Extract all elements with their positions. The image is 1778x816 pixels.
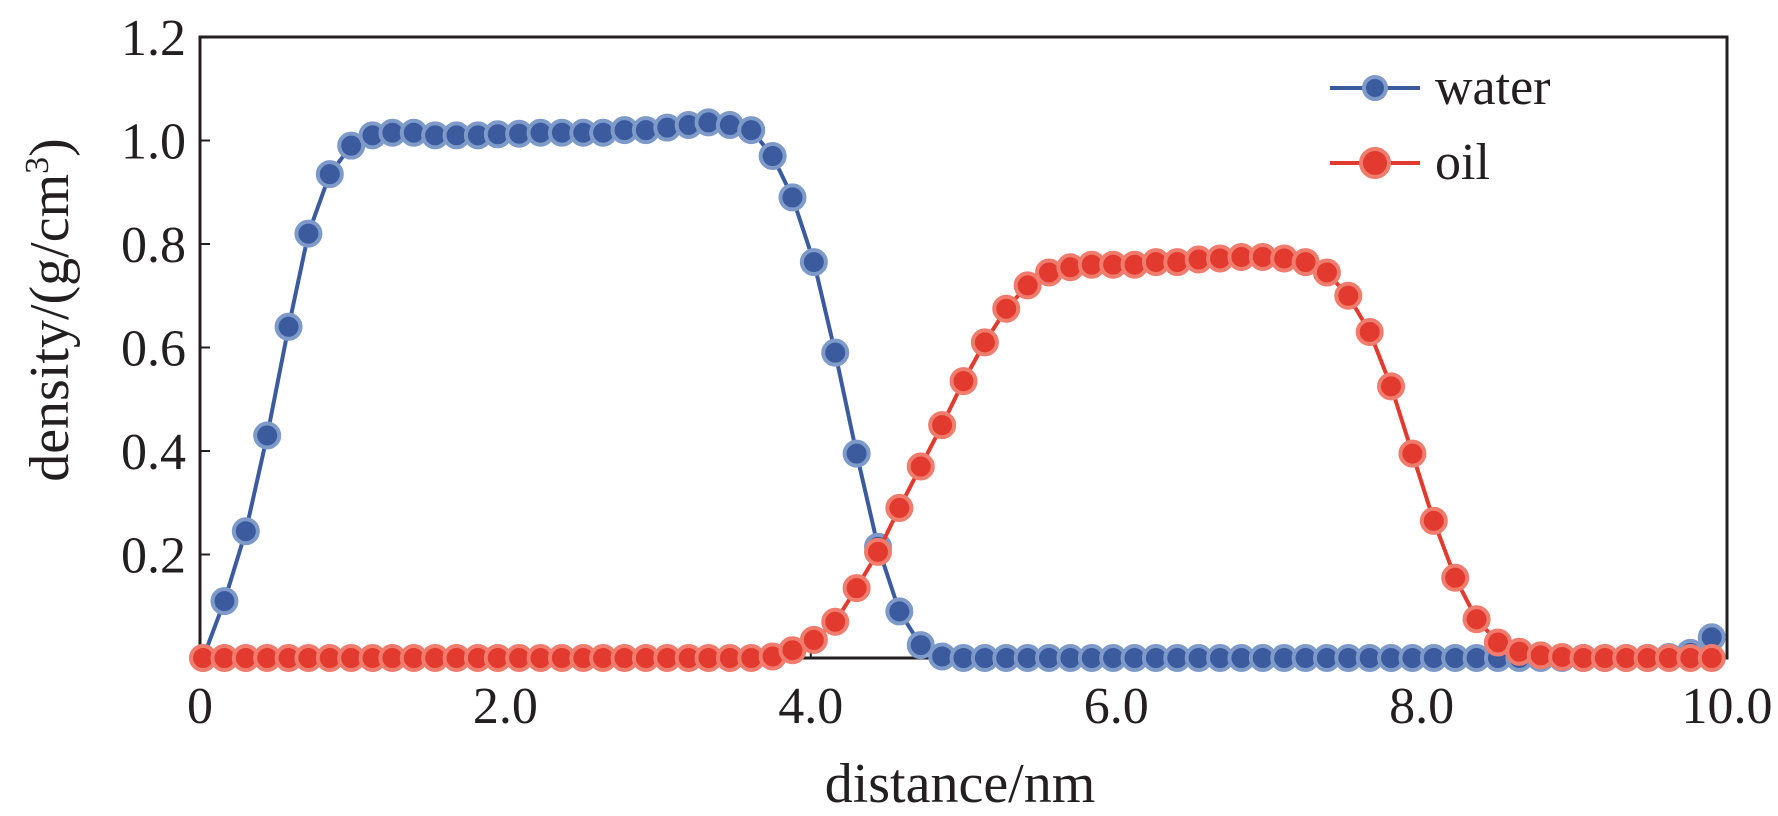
legend: water oil [1330, 59, 1550, 191]
legend-entry-water: water [1330, 59, 1550, 116]
legend-label-water: water [1435, 59, 1550, 116]
x-tick-label: 0 [187, 678, 213, 735]
oil-point [992, 294, 1021, 323]
y-tick-label: 0.4 [121, 424, 186, 481]
oil-point [1013, 271, 1042, 300]
oil-point [1398, 439, 1427, 468]
oil-point [1334, 281, 1363, 310]
x-tick-label: 4.0 [778, 678, 843, 735]
x-tick-label: 8.0 [1389, 678, 1454, 735]
x-axis-label: distance/nm [825, 753, 1096, 815]
water-point [778, 183, 807, 212]
water-point [210, 587, 239, 616]
water-point [758, 142, 787, 171]
x-tick-label: 6.0 [1084, 678, 1149, 735]
oil-point [1462, 605, 1491, 634]
water-point [799, 248, 828, 277]
y-tick-label: 1.2 [121, 10, 186, 67]
series-water [189, 108, 1726, 672]
legend-marker-oil [1359, 147, 1391, 179]
water-point [253, 421, 282, 450]
water-point [274, 312, 303, 341]
series-group [189, 108, 1726, 672]
oil-point [906, 452, 935, 481]
oil-point [1355, 317, 1384, 346]
legend-label-oil: oil [1435, 134, 1490, 191]
y-tick-label: 0.8 [121, 217, 186, 274]
y-axis-label-close: ) [19, 138, 81, 157]
water-point [231, 517, 260, 546]
oil-point [1377, 372, 1406, 401]
water-point [294, 219, 323, 248]
oil-point [928, 411, 957, 440]
water-point [315, 160, 344, 189]
water-point [842, 439, 871, 468]
y-tick-label: 0.2 [121, 528, 186, 585]
oil-point [1312, 258, 1341, 287]
y-tick-label: 1.0 [121, 114, 186, 171]
y-axis-label-superscript: 3 [19, 157, 56, 174]
oil-point [949, 367, 978, 396]
water-point [885, 597, 914, 626]
series-oil [189, 242, 1726, 672]
x-tick-label: 2.0 [473, 678, 538, 735]
oil-point [863, 537, 892, 566]
y-axis-label-text: density/(g/cm [19, 174, 81, 482]
legend-marker-water [1362, 75, 1388, 101]
axes: 0 2.0 4.0 6.0 8.0 10.0 0.2 0.4 0.6 0.8 1.0 1.2 [121, 10, 1773, 735]
water-point [906, 631, 935, 660]
oil-point [842, 574, 871, 603]
y-tick-label: 0.6 [121, 321, 186, 378]
oil-point [799, 625, 828, 654]
oil-point [1441, 563, 1470, 592]
oil-point [885, 493, 914, 522]
oil-line [203, 254, 1712, 660]
x-tick-label: 10.0 [1682, 678, 1773, 735]
water-point [737, 116, 766, 145]
y-axis-label: density/(g/cm3) [19, 138, 81, 482]
oil-point [1419, 506, 1448, 535]
oil-point [1697, 644, 1726, 672]
legend-entry-oil: oil [1330, 134, 1490, 191]
oil-point [821, 607, 850, 636]
water-point [821, 338, 850, 367]
oil-point [970, 328, 999, 357]
